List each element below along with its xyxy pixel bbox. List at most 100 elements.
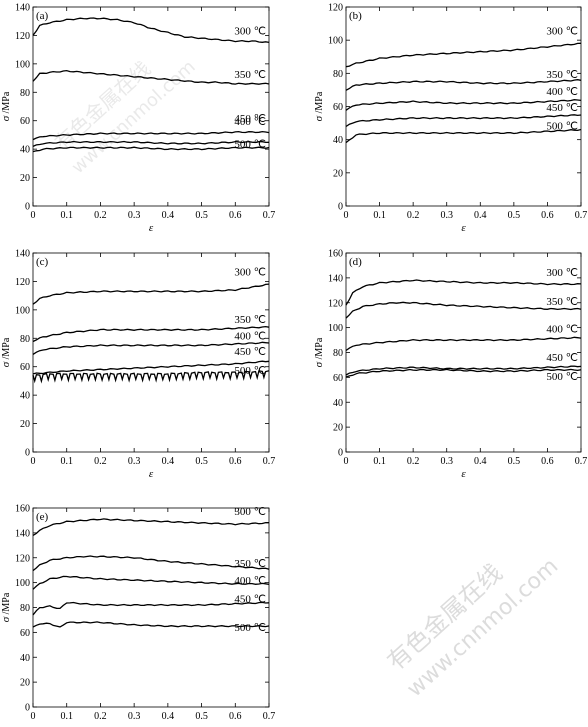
watermark: 有色金属在线 www.cnnmol.com — [382, 554, 563, 702]
y-tick-label: 140 — [15, 249, 30, 260]
chart-panel: 0 0.1 0.2 0.3 0.4 0.5 0.6 0.7 0 20 40 60 80 100 120 140… — [0, 249, 275, 481]
y-tick-label: 60 — [333, 102, 343, 113]
x-tick-label: 0.5 — [508, 210, 521, 221]
y-axis-unit: /MPa — [314, 337, 325, 362]
y-tick-label: 40 — [333, 135, 343, 146]
chart-panel: 0 0.1 0.2 0.3 0.4 0.5 0.6 0.7 0 20 40 60 80 100 120 140… — [0, 504, 275, 727]
series-line — [345, 128, 582, 144]
x-tick-label: 0.7 — [263, 210, 276, 221]
x-tick-label: 0.7 — [263, 711, 276, 722]
y-tick-label: 40 — [20, 391, 30, 402]
series-label: 400 ℃ — [546, 86, 578, 98]
series-line — [345, 368, 582, 378]
series-line — [32, 283, 270, 305]
series-label: 500 ℃ — [234, 622, 266, 634]
y-tick-label: 0 — [25, 202, 30, 213]
y-axis-unit: /MPa — [314, 91, 325, 116]
y-tick-label: 100 — [15, 305, 30, 316]
y-axis-label: σ /MPa — [0, 592, 12, 622]
x-tick-label: 0.5 — [508, 456, 521, 467]
series-label: 450 ℃ — [234, 594, 266, 606]
y-tick-label: 100 — [328, 323, 343, 334]
y-tick-label: 80 — [20, 603, 30, 614]
series-line — [345, 79, 582, 91]
series-label: 500 ℃ — [234, 365, 266, 377]
x-tick-label: 0.3 — [128, 456, 141, 467]
y-tick-label: 60 — [20, 116, 30, 127]
panel-label: (a) — [36, 10, 49, 22]
x-tick-label: 0.3 — [128, 210, 141, 221]
x-tick-label: 0.4 — [162, 711, 175, 722]
y-tick-label: 20 — [333, 168, 343, 179]
x-tick-label: 0.7 — [263, 456, 276, 467]
y-axis-label: σ /MPa — [0, 337, 12, 367]
series-line — [345, 114, 582, 128]
y-tick-label: 120 — [328, 298, 343, 309]
x-tick-label: 0.2 — [94, 210, 107, 221]
x-tick-label: 0.5 — [195, 210, 208, 221]
series-line — [32, 17, 270, 44]
y-tick-label: 140 — [15, 528, 30, 539]
y-tick-label: 80 — [333, 348, 343, 359]
chart-panel: 0 0.1 0.2 0.3 0.4 0.5 0.6 0.7 0 20 40 60 80 100 120 140… — [0, 3, 275, 235]
series-label: 300 ℃ — [546, 267, 578, 279]
x-tick-label: 0.1 — [60, 456, 73, 467]
series-line — [345, 279, 582, 306]
series-line — [345, 365, 582, 376]
x-tick-label: 0.1 — [60, 210, 73, 221]
series-label: 300 ℃ — [546, 25, 578, 37]
x-tick-label: 0.6 — [541, 210, 554, 221]
y-tick-label: 160 — [15, 504, 30, 515]
x-axis-label: ε — [149, 723, 154, 727]
x-tick-label: 0.1 — [373, 456, 386, 467]
series-line — [345, 301, 582, 319]
x-tick-label: 0.4 — [162, 210, 175, 221]
x-tick-label: 0 — [31, 210, 36, 221]
x-tick-label: 0.7 — [575, 210, 588, 221]
y-tick-label: 20 — [20, 678, 30, 689]
y-tick-label: 140 — [15, 3, 30, 14]
x-tick-label: 0.6 — [229, 210, 242, 221]
plot-frame — [32, 6, 270, 207]
series-line — [32, 601, 270, 616]
y-axis-label: σ /MPa — [313, 91, 325, 121]
panel-label: (c) — [36, 256, 49, 268]
series-line — [32, 140, 270, 147]
series-label: 500 ℃ — [546, 121, 578, 133]
x-tick-label: 0.2 — [94, 456, 107, 467]
watermark-panel-a: 有色金属在线 www.cnnmol.com — [50, 56, 200, 178]
x-tick-label: 0.4 — [474, 456, 487, 467]
x-tick-label: 0 — [31, 456, 36, 467]
series-line — [32, 575, 270, 590]
x-tick-label: 0.6 — [229, 456, 242, 467]
series-line — [345, 42, 582, 68]
series-label: 350 ℃ — [234, 558, 266, 570]
x-tick-label: 0 — [31, 711, 36, 722]
series-label: 500 ℃ — [546, 371, 578, 383]
series-line — [32, 518, 270, 536]
y-axis-unit: /MPa — [1, 91, 12, 116]
y-tick-label: 140 — [328, 273, 343, 284]
series-label: 450 ℃ — [546, 352, 578, 364]
y-tick-label: 80 — [20, 334, 30, 345]
y-tick-label: 60 — [20, 628, 30, 639]
series-label: 300 ℃ — [234, 26, 266, 38]
series-label: 400 ℃ — [234, 331, 266, 343]
y-tick-label: 120 — [15, 31, 30, 42]
x-tick-label: 0.2 — [407, 210, 420, 221]
series-label: 450 ℃ — [234, 346, 266, 358]
y-tick-label: 120 — [15, 277, 30, 288]
x-axis-label: ε — [149, 222, 154, 234]
x-tick-label: 0.3 — [440, 210, 453, 221]
x-tick-label: 0.3 — [128, 711, 141, 722]
panel-label: (b) — [349, 10, 362, 22]
y-tick-label: 20 — [20, 419, 30, 430]
x-tick-label: 0.2 — [94, 711, 107, 722]
series-line — [32, 69, 270, 85]
y-tick-label: 40 — [20, 653, 30, 664]
x-tick-label: 0.6 — [541, 456, 554, 467]
y-tick-label: 60 — [333, 373, 343, 384]
plot-frame — [32, 252, 270, 453]
x-tick-label: 0.3 — [440, 456, 453, 467]
